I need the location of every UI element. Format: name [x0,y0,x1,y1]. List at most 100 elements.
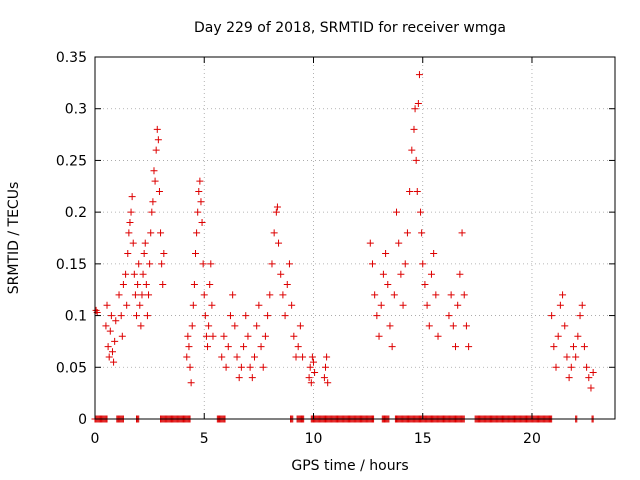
data-point [110,358,118,366]
data-point [554,332,562,340]
data-point [572,353,580,361]
data-point [311,368,319,376]
data-point [375,332,383,340]
y-tick-label: 0 [78,412,87,428]
data-point [118,332,126,340]
data-point [229,291,237,299]
data-point [412,156,420,164]
data-point [129,239,137,247]
data-point [250,353,258,361]
data-point [458,229,466,237]
data-point [320,374,328,382]
data-point [283,281,291,289]
data-point [102,322,110,330]
data-point [200,291,208,299]
y-tick-label: 0.05 [56,360,87,376]
data-point [155,187,163,195]
data-point [193,229,201,237]
data-point [235,374,243,382]
data-point [578,301,586,309]
data-point [136,301,144,309]
data-point [585,374,593,382]
data-point [366,239,374,247]
data-point [187,379,195,387]
data-point [415,71,423,79]
data-point [279,291,287,299]
data-point [103,301,111,309]
data-point [462,322,470,330]
data-point [127,208,135,216]
x-tick-label: 0 [91,431,100,447]
data-points [92,71,597,392]
data-point [115,291,123,299]
data-point [290,332,298,340]
data-point [388,343,396,351]
data-point [246,363,254,371]
data-point [264,312,272,320]
y-tick-label: 0.3 [65,102,87,118]
data-point [574,332,582,340]
data-point [141,239,149,247]
data-point [139,270,147,278]
data-point [261,332,269,340]
data-point [587,384,595,392]
data-point [583,363,591,371]
y-tick-label: 0.2 [65,205,87,221]
data-point [134,281,142,289]
data-point [565,374,573,382]
data-point [242,312,250,320]
data-point [382,250,390,258]
data-point [160,250,168,258]
data-point [248,374,256,382]
data-point [580,343,588,351]
data-point [117,312,125,320]
data-point [373,312,381,320]
data-point [253,322,261,330]
data-point [569,343,577,351]
data-point [408,146,416,154]
data-point [125,229,133,237]
grid [95,57,615,419]
data-point [434,332,442,340]
data-point [445,312,453,320]
data-point [548,312,556,320]
data-point [192,250,200,258]
data-point [222,363,230,371]
data-point [206,281,214,289]
data-point [128,193,136,201]
data-point [197,198,205,206]
data-point [183,353,191,361]
data-point [233,353,241,361]
x-tick-label: 5 [200,431,209,447]
data-point [556,301,564,309]
data-point [377,301,385,309]
data-point [131,291,139,299]
data-point [559,291,567,299]
data-point [460,291,468,299]
data-point [419,260,427,268]
data-point [296,322,304,330]
data-point [146,260,154,268]
data-point [150,167,158,175]
axis-ticks [94,56,615,420]
data-point [194,208,202,216]
data-point [449,322,457,330]
data-point [309,358,317,366]
data-point [107,312,115,320]
data-point [275,239,283,247]
data-point [268,260,276,268]
data-point [324,379,332,387]
data-point [397,270,405,278]
data-point [299,353,307,361]
data-point [294,343,302,351]
data-point [552,363,560,371]
y-axis-label: SRMTID / TECUs [6,182,22,295]
data-point [550,343,558,351]
data-point [292,353,300,361]
data-point [244,332,252,340]
data-point [410,125,418,133]
data-point [567,363,575,371]
data-point [379,270,387,278]
data-point [218,353,226,361]
data-point [152,146,160,154]
